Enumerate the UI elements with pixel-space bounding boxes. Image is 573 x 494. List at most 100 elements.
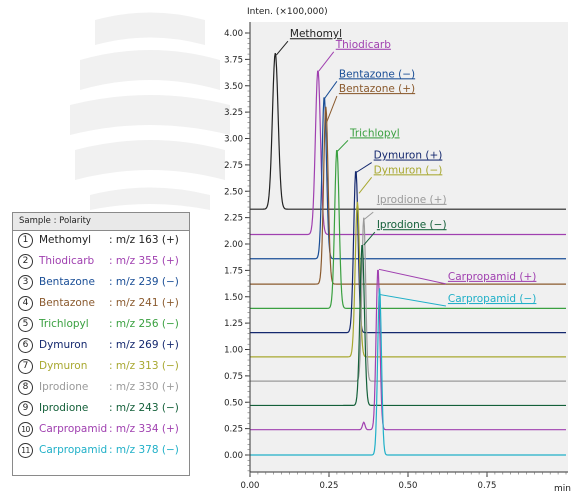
legend-item-polarity: : m/z 334 (+) [109, 423, 179, 435]
legend-item-number: 1 [18, 233, 33, 248]
annotation-label: Carpropamid (+) [448, 271, 537, 283]
annotation-leader-1 [275, 40, 289, 56]
legend-item-name: Methomyl [39, 234, 92, 246]
y-tick-label: 2.25 [224, 214, 243, 224]
legend-item: 10 Carpropamid: m/z 334 (+) [13, 420, 189, 441]
series-line-7 [250, 201, 566, 358]
legend-item-name: Dymuron [39, 360, 88, 372]
legend-item-name: Dymuron [39, 339, 88, 351]
legend-item-number: 10 [18, 422, 33, 437]
y-tick-label: 4.00 [224, 29, 243, 39]
series-line-8 [250, 217, 566, 382]
y-tick-label: 3.50 [224, 82, 243, 92]
legend-item: 7 Dymuron : m/z 313 (−) [13, 357, 189, 378]
x-tick-label: 0.75 [478, 481, 497, 491]
annotation-leader-11 [380, 294, 447, 307]
annotation-leader-4 [326, 95, 338, 123]
legend-item-polarity: : m/z 243 (−) [109, 402, 179, 414]
legend-item-name: Iprodione [39, 381, 89, 393]
legend-item: 6 Dymuron : m/z 269 (+) [13, 336, 189, 357]
legend-item: 11 Carpropamid: m/z 378 (−) [13, 441, 189, 462]
legend-item: 4 Bentazone : m/z 241 (+) [13, 294, 189, 315]
legend-item-polarity: : m/z 269 (+) [109, 339, 179, 351]
annotation-label: Dymuron (+) [374, 150, 443, 162]
legend-item: 8 Iprodione : m/z 330 (+) [13, 378, 189, 399]
annotation-label: Carpropamid (−) [448, 293, 537, 305]
annotation-label: Bentazone (−) [339, 68, 415, 80]
x-tick-label: 0.25 [320, 481, 339, 491]
legend-item-number: 11 [18, 443, 33, 458]
legend-item-name: Bentazone [39, 297, 95, 309]
legend-rows: 1 Methomyl: m/z 163 (+) 2 Thiodicarb: m/z 3… [13, 231, 189, 462]
legend-title: Sample : Polarity [13, 213, 189, 231]
legend-item: 2 Thiodicarb : m/z 355 (+) [13, 252, 189, 273]
y-tick-label: 0.75 [224, 372, 243, 382]
series-line-2 [250, 70, 566, 236]
legend-item-polarity: : m/z 355 (+) [109, 255, 179, 267]
annotation-leader-10 [378, 268, 447, 285]
legend-item-number: 9 [18, 401, 33, 416]
series-line-11 [250, 288, 566, 456]
annotation-leader-5 [337, 140, 349, 152]
y-tick-label: 3.25 [224, 108, 243, 118]
y-tick-label: 0.50 [224, 398, 243, 408]
annotation-label: Thiodicarb [335, 39, 392, 51]
legend-item-name: Carpropamid [39, 444, 108, 456]
series-line-4 [250, 106, 566, 285]
y-tick-label: 2.75 [224, 161, 243, 171]
series-line-1 [250, 52, 566, 210]
annotation-leader-3 [324, 81, 338, 99]
y-tick-label: 1.75 [224, 266, 243, 276]
x-tick-label: 0.00 [241, 481, 260, 491]
y-tick-label: 0.25 [224, 425, 243, 435]
legend-item-number: 2 [18, 254, 33, 269]
series-line-3 [250, 97, 566, 260]
legend-item: 1 Methomyl: m/z 163 (+) [13, 231, 189, 252]
y-tick-label: 2.50 [224, 187, 243, 197]
annotation-label: Iprodione (−) [377, 219, 447, 231]
legend-item-polarity: : m/z 313 (−) [109, 360, 179, 372]
y-axis-label: Inten. (×100,000) [247, 7, 328, 17]
legend-item-number: 4 [18, 296, 33, 311]
y-tick-label: 2.00 [224, 240, 243, 250]
y-tick-label: 1.25 [224, 319, 243, 329]
legend-item-number: 7 [18, 359, 33, 374]
annotation-label: Trichlopyl [349, 127, 400, 139]
annotation-label: Bentazone (+) [339, 83, 415, 95]
annotation-leader-2 [318, 51, 335, 72]
legend-item: 9 Iprodione : m/z 243 (−) [13, 399, 189, 420]
y-tick-label: 1.00 [224, 346, 243, 356]
legend-item: 3 Bentazone: m/z 239 (−) [13, 273, 189, 294]
legend-item-number: 6 [18, 338, 33, 353]
series-line-9 [250, 245, 566, 407]
legend-item-name: Thiodicarb [39, 255, 95, 267]
annotation-label: Dymuron (−) [374, 164, 443, 176]
annotation-leader-7 [358, 177, 373, 194]
legend-item-polarity: : m/z 330 (+) [109, 381, 179, 393]
plot-area [250, 22, 568, 472]
series-line-10 [250, 269, 566, 431]
annotation-label: Methomyl [290, 28, 342, 40]
legend-item-name: Iprodione [39, 402, 89, 414]
legend-item-number: 3 [18, 275, 33, 290]
y-tick-label: 1.50 [224, 293, 243, 303]
legend-item-polarity: : m/z 241 (+) [109, 297, 179, 309]
annotation-leader-6 [356, 162, 372, 173]
y-tick-label: 3.75 [224, 55, 243, 65]
annotation-leader-8 [363, 211, 374, 221]
y-tick-label: 3.00 [224, 135, 243, 145]
legend-item-polarity: : m/z 239 (−) [109, 276, 179, 288]
chromatogram-traces [250, 52, 566, 456]
x-axis-label: min [554, 484, 571, 494]
legend-item-name: Carpropamid [39, 423, 108, 435]
x-tick-label: 0.50 [399, 481, 418, 491]
legend-item-polarity: : m/z 256 (−) [109, 318, 179, 330]
y-tick-label: 0.00 [224, 451, 243, 461]
series-line-5 [250, 150, 566, 309]
legend-item-number: 8 [18, 380, 33, 395]
axes: 0.00 0.25 0.50 0.75 1.00 1.25 1.50 1.75 2.00 2.25… [224, 22, 568, 491]
legend-item-number: 5 [18, 317, 33, 332]
